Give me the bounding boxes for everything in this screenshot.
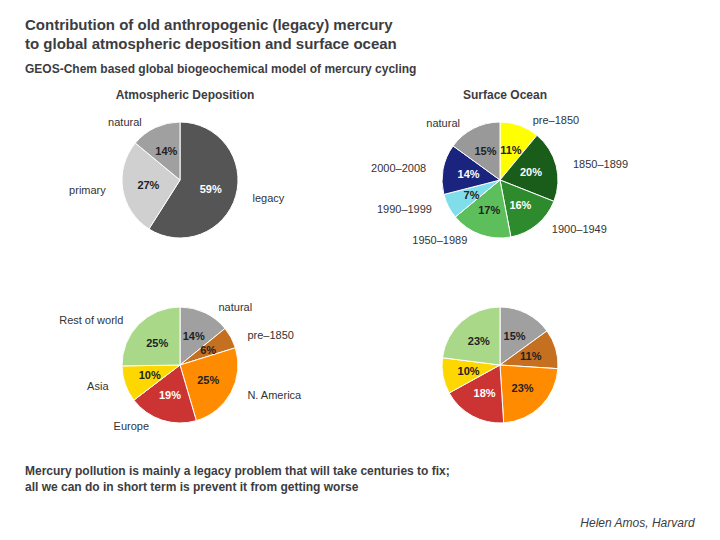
- svg-text:16%: 16%: [509, 199, 531, 211]
- svg-text:natural: natural: [219, 301, 253, 313]
- svg-text:14%: 14%: [183, 330, 205, 342]
- svg-text:pre–1850: pre–1850: [247, 329, 294, 341]
- svg-text:25%: 25%: [146, 337, 168, 349]
- svg-text:primary: primary: [69, 184, 106, 196]
- svg-text:natural: natural: [108, 116, 142, 128]
- svg-text:1990–1999: 1990–1999: [377, 203, 432, 215]
- svg-text:Contribution of old anthropoge: Contribution of old anthropogenic (legac…: [25, 16, 393, 33]
- svg-text:1950–1989: 1950–1989: [412, 234, 467, 246]
- svg-text:59%: 59%: [200, 183, 222, 195]
- svg-text:legacy: legacy: [252, 192, 284, 204]
- svg-text:18%: 18%: [474, 387, 496, 399]
- svg-text:1900–1949: 1900–1949: [552, 223, 607, 235]
- svg-text:23%: 23%: [512, 382, 534, 394]
- svg-text:19%: 19%: [159, 389, 181, 401]
- svg-text:17%: 17%: [478, 204, 500, 216]
- svg-text:1850–1899: 1850–1899: [573, 158, 628, 170]
- svg-text:N. America: N. America: [247, 389, 302, 401]
- svg-text:pre–1850: pre–1850: [533, 114, 580, 126]
- svg-text:natural: natural: [426, 117, 460, 129]
- svg-text:Rest of world: Rest of world: [59, 314, 123, 326]
- svg-text:GEOS-Chem based global biogeoc: GEOS-Chem based global biogeochemical mo…: [25, 62, 416, 76]
- svg-text:all we can do in short term is: all we can do in short term is prevent i…: [25, 480, 359, 494]
- svg-text:Europe: Europe: [114, 420, 149, 432]
- svg-text:25%: 25%: [197, 374, 219, 386]
- svg-text:11%: 11%: [500, 144, 522, 156]
- svg-text:15%: 15%: [474, 145, 496, 157]
- svg-text:Surface Ocean: Surface Ocean: [463, 88, 547, 102]
- svg-text:to global atmospheric depositi: to global atmospheric deposition and sur…: [25, 35, 397, 52]
- svg-text:7%: 7%: [464, 189, 480, 201]
- svg-text:2000–2008: 2000–2008: [371, 162, 426, 174]
- svg-text:20%: 20%: [520, 166, 542, 178]
- svg-text:23%: 23%: [468, 335, 490, 347]
- svg-text:10%: 10%: [458, 365, 480, 377]
- svg-text:6%: 6%: [200, 344, 216, 356]
- svg-text:27%: 27%: [137, 179, 159, 191]
- svg-text:10%: 10%: [139, 369, 161, 381]
- svg-text:11%: 11%: [520, 350, 542, 362]
- svg-text:Helen Amos, Harvard: Helen Amos, Harvard: [580, 516, 695, 530]
- svg-text:Mercury pollution is mainly a: Mercury pollution is mainly a legacy pro…: [25, 464, 450, 478]
- svg-text:14%: 14%: [458, 168, 480, 180]
- svg-text:15%: 15%: [504, 330, 526, 342]
- svg-text:14%: 14%: [155, 145, 177, 157]
- svg-text:Atmospheric Deposition: Atmospheric Deposition: [116, 88, 255, 102]
- svg-text:Asia: Asia: [87, 380, 109, 392]
